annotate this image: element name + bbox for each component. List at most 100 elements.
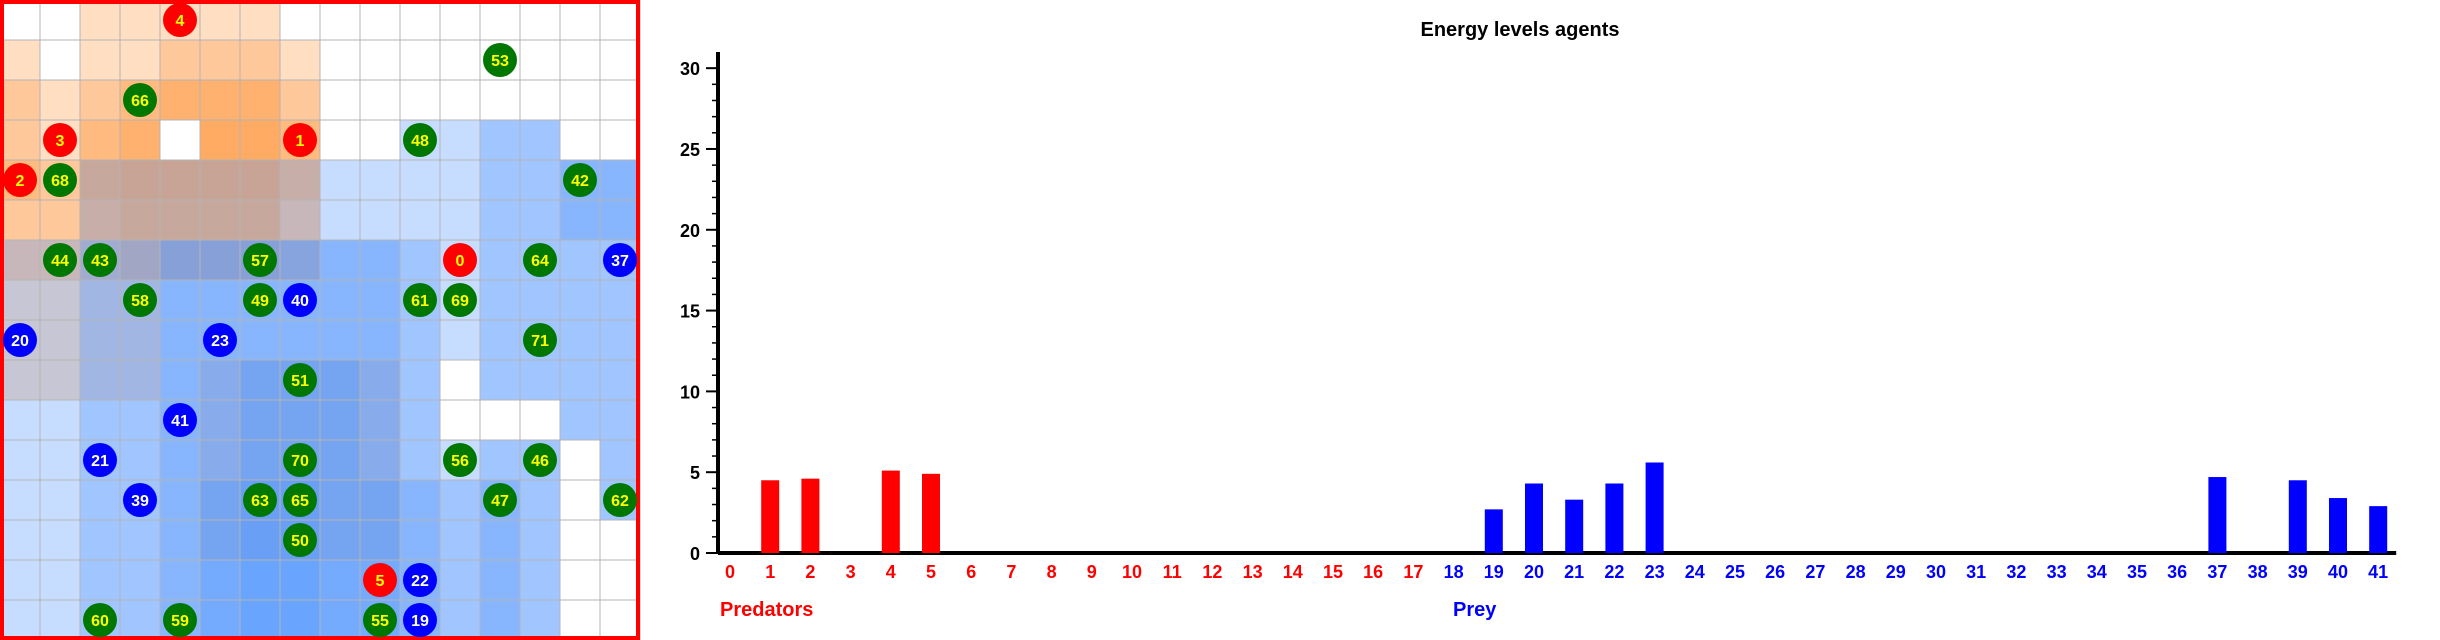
chart-bars [761,462,2388,553]
x-tick-label: 8 [1047,562,1057,582]
agent-layer: 4243444647484950515355565758596061626364… [3,3,637,637]
predator-energy-bar [801,478,820,553]
food-agent: 56 [443,443,477,477]
x-tick-label: 14 [1283,562,1303,582]
x-tick-label: 16 [1363,562,1383,582]
prey-energy-bar [1605,483,1624,553]
food-agent-circle [283,363,317,397]
x-tick-label: 38 [2248,562,2268,582]
prey-agent-label: 21 [91,453,109,470]
food-agent-label: 48 [411,133,429,150]
prey-agent-circle [283,283,317,317]
empty-cell [560,560,600,600]
food-agent-circle [243,283,277,317]
food-agent-circle [123,83,157,117]
empty-cell [560,480,600,520]
prey-agent-label: 22 [411,573,429,590]
food-agent: 65 [283,483,317,517]
food-agent-circle [83,243,117,277]
food-agent: 71 [523,323,557,357]
prey-agent-label: 41 [171,413,189,430]
x-tick-label: 21 [1564,562,1584,582]
x-tick-label: 34 [2087,562,2107,582]
prey-agent-circle [403,563,437,597]
food-agent-label: 60 [91,613,109,630]
y-tick-label: 15 [680,302,700,322]
y-tick-label: 30 [680,59,700,79]
food-agent: 66 [123,83,157,117]
food-agent-circle [283,523,317,557]
predators-agent-label: 5 [376,573,385,590]
predators-agent-label: 4 [176,13,185,30]
empty-cell [440,40,480,80]
food-agent-label: 47 [491,493,509,510]
x-tick-label: 36 [2167,562,2187,582]
empty-cell [160,120,200,160]
empty-cell [560,0,600,40]
x-tick-label: 32 [2006,562,2026,582]
food-agent-label: 58 [131,293,149,310]
food-agent-label: 43 [91,253,109,270]
x-tick-label: 25 [1725,562,1745,582]
prey-agent-label: 40 [291,293,309,310]
predator-energy-bar [922,473,940,553]
predators-agent-circle [163,3,197,37]
y-tick-label: 10 [680,382,700,402]
x-tick-label: 30 [1926,562,1946,582]
food-agent-circle [403,123,437,157]
x-tick-label: 10 [1122,562,1142,582]
food-agent: 68 [43,163,77,197]
simulation-grid: 4243444647484950515355565758596061626364… [0,0,641,640]
predators-agent-label: 3 [56,133,65,150]
x-tick-label: 40 [2328,562,2348,582]
empty-cell [520,400,560,440]
predator-energy-bar [881,470,900,553]
prey-agent: 40 [283,283,317,317]
predators-agent-circle [43,123,77,157]
prey-agent: 19 [403,603,437,637]
x-tick-label: 35 [2127,562,2147,582]
empty-cell [400,40,440,80]
prey-agent: 20 [3,323,37,357]
food-agent-circle [43,163,77,197]
food-agent-label: 46 [531,453,549,470]
food-agent-label: 61 [411,293,429,310]
food-agent-circle [403,283,437,317]
food-agent-label: 66 [131,93,149,110]
food-agent: 61 [403,283,437,317]
food-agent: 55 [363,603,397,637]
chart-x-ticks: 0 1 2 3 4 5 6 7 8 9 10 11 12 13 14 15 16 17 18 19 20 21 22 23 24… [725,562,2388,582]
food-agent-circle [523,323,557,357]
food-agent-circle [163,603,197,637]
x-tick-label: 22 [1604,562,1624,582]
x-tick-label: 33 [2047,562,2067,582]
x-tick-label: 41 [2368,562,2388,582]
x-tick-label: 4 [886,562,896,582]
food-agent: 63 [243,483,277,517]
prey-agent-circle [403,603,437,637]
food-agent-circle [483,483,517,517]
prey-energy-bar [2329,498,2347,553]
x-tick-label: 12 [1202,562,1222,582]
food-agent-label: 44 [51,253,69,270]
predators-agent: 3 [43,123,77,157]
grid-lines [0,0,641,640]
food-agent-label: 53 [491,53,509,70]
chart-y-ticks: 0 5 10 15 20 25 30 [680,59,700,564]
food-agent-circle [123,283,157,317]
food-agent-label: 64 [531,253,549,270]
x-tick-label: 5 [926,562,936,582]
prey-agent: 22 [403,563,437,597]
food-agent-circle [443,283,477,317]
food-agent: 58 [123,283,157,317]
food-agent: 70 [283,443,317,477]
food-agent-label: 70 [291,453,309,470]
empty-cell [440,80,480,120]
food-agent-circle [363,603,397,637]
empty-cell [600,600,640,640]
empty-cell [600,520,640,560]
x-tick-label: 26 [1765,562,1785,582]
prey-agent-label: 23 [211,333,229,350]
predators-agent: 2 [3,163,37,197]
